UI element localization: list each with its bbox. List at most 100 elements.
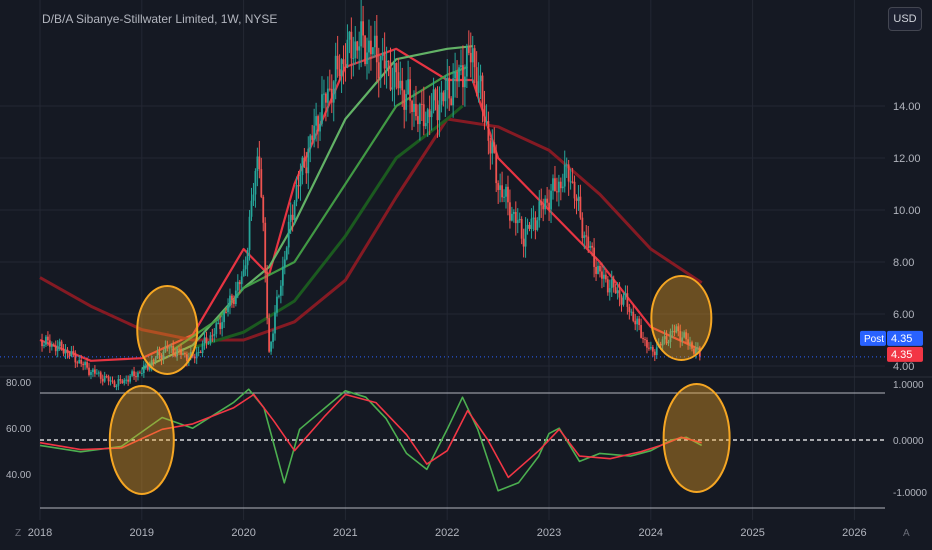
time-axis-label: 2019 <box>130 527 154 539</box>
candle-body <box>103 376 106 382</box>
candle-body <box>209 335 212 343</box>
candle-body <box>285 247 288 260</box>
candle-body <box>469 52 472 63</box>
candle-body <box>444 89 447 102</box>
candle-body <box>569 181 572 183</box>
candle-body <box>164 346 167 352</box>
candle-body <box>45 336 47 345</box>
candle-body <box>510 213 513 221</box>
candle-body <box>268 318 271 352</box>
currency-button[interactable]: USD <box>888 7 922 31</box>
candle-body <box>491 142 494 154</box>
candle-body <box>520 218 523 239</box>
candle-body <box>80 359 83 364</box>
candle-body <box>655 347 658 356</box>
candle-body <box>493 142 496 153</box>
candle-body <box>691 342 693 349</box>
candle-body <box>334 55 337 82</box>
candle-body <box>481 75 484 106</box>
candle-body <box>368 40 370 53</box>
candle-body <box>693 348 695 354</box>
candle-body <box>323 93 325 95</box>
candle-body <box>559 181 562 189</box>
candle-body <box>403 90 406 110</box>
candle-body <box>254 170 257 195</box>
candle-body <box>577 196 580 201</box>
candle-body <box>550 190 552 210</box>
candle-body <box>146 364 149 370</box>
candle-body <box>593 247 596 267</box>
candle-body <box>54 345 57 352</box>
candle-body <box>287 221 290 248</box>
highlight-circle <box>136 285 199 375</box>
candle-body <box>542 205 545 210</box>
corner-left-label[interactable]: Z <box>15 528 22 539</box>
candle-body <box>485 121 488 123</box>
candle-body <box>117 379 120 386</box>
candle-body <box>522 238 525 247</box>
candle-body <box>48 340 51 347</box>
candle-body <box>589 245 592 248</box>
candle-body <box>391 87 394 90</box>
candle-body <box>317 116 319 132</box>
post-value-badge <box>887 330 923 346</box>
candle-body <box>109 380 112 382</box>
candle-body <box>262 196 265 223</box>
time-axis-label: 2023 <box>537 527 561 539</box>
candle-body <box>119 379 122 381</box>
candle-body <box>133 371 135 377</box>
candle-body <box>601 271 603 279</box>
candle-body <box>446 77 449 90</box>
candle-body <box>319 123 321 132</box>
candle-body <box>417 116 419 125</box>
candle-body <box>462 65 464 88</box>
candle-body <box>659 343 662 346</box>
candle-body <box>651 347 654 352</box>
candle-body <box>610 279 613 289</box>
candle-body <box>278 295 280 297</box>
candle-body <box>41 340 43 347</box>
highlight-circle <box>650 275 713 361</box>
candle-body <box>532 217 535 219</box>
candle-body <box>583 235 586 239</box>
candle-body <box>99 372 102 379</box>
candle-body <box>219 322 222 329</box>
candle-body <box>242 269 245 277</box>
candle-body <box>405 94 408 110</box>
candle-body <box>350 31 353 59</box>
candle-body <box>154 358 157 362</box>
candle-body <box>201 343 204 353</box>
candle-body <box>274 312 276 334</box>
moving-average-line <box>39 117 703 342</box>
candle-body <box>669 331 672 342</box>
candle-body <box>602 274 605 279</box>
moving-average-line <box>192 104 464 350</box>
candle-body <box>528 224 531 230</box>
candle-body <box>366 52 368 65</box>
candle-body <box>131 371 133 376</box>
candle-body <box>448 77 451 99</box>
candle-body <box>213 333 216 336</box>
candle-body <box>144 364 147 366</box>
candle-body <box>501 185 503 198</box>
candle-body <box>618 290 621 298</box>
candle-body <box>238 281 241 285</box>
candle-body <box>632 311 635 321</box>
candle-body <box>430 111 433 118</box>
osc-left-axis-label: 80.00 <box>6 378 31 389</box>
candle-body <box>463 76 466 88</box>
candle-body <box>140 372 143 374</box>
candle-body <box>234 290 237 305</box>
candle-body <box>377 62 380 79</box>
candle-body <box>97 372 100 374</box>
post-badge-label: Post <box>864 334 884 345</box>
candle-body <box>307 148 310 174</box>
candle-body <box>516 220 519 224</box>
candle-body <box>581 217 584 239</box>
candle-body <box>295 185 298 202</box>
candle-body <box>452 78 455 106</box>
candle-body <box>240 276 243 285</box>
corner-right-label[interactable]: A <box>903 528 910 539</box>
candle-body <box>321 94 323 124</box>
